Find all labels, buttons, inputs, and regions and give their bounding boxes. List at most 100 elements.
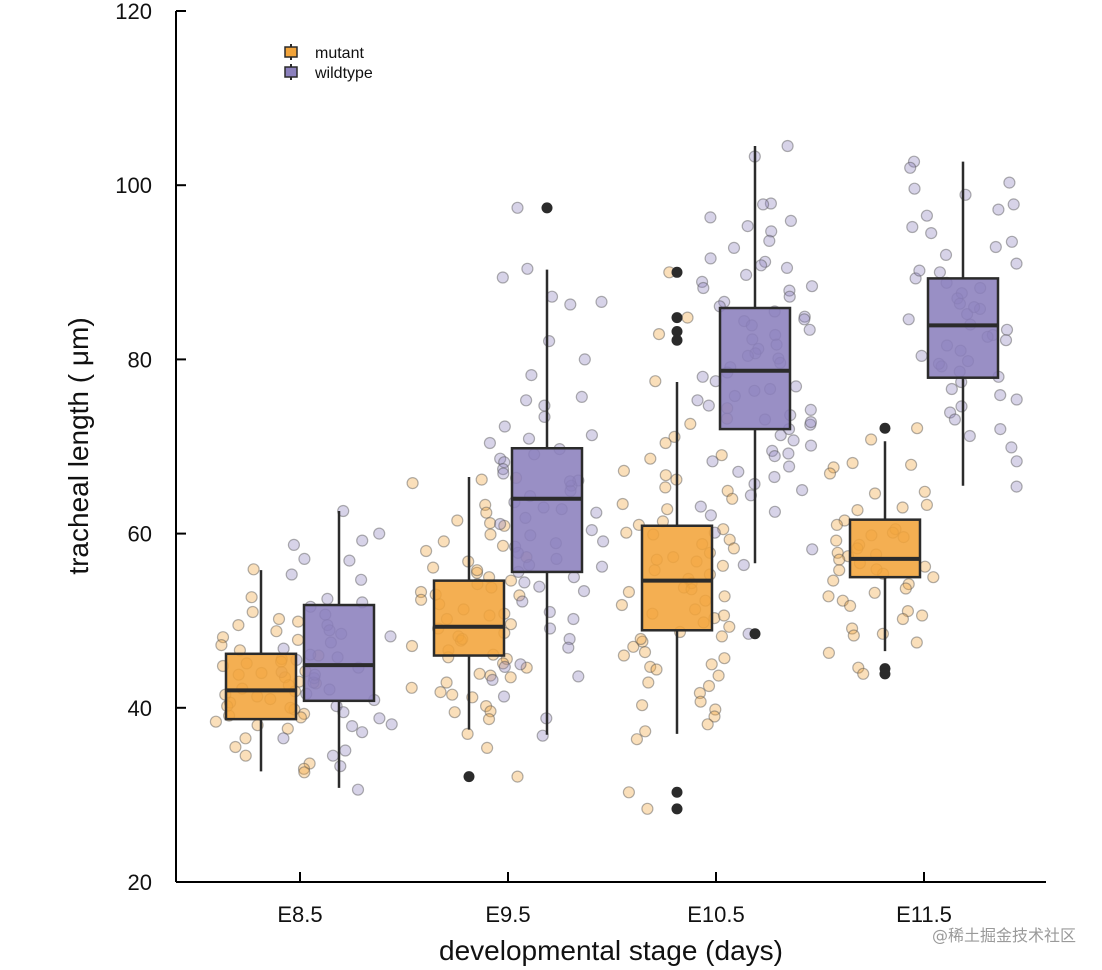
- jitter-point-wildtype-e9-5: [598, 536, 609, 547]
- jitter-point-mutant-e10-5: [645, 453, 656, 464]
- jitter-point-wildtype-e8-5: [386, 719, 397, 730]
- box-wildtype-e8-5: [304, 605, 374, 701]
- jitter-point-wildtype-e10-5: [804, 324, 815, 335]
- jitter-point-wildtype-e11-5: [960, 189, 971, 200]
- outlier-mutant-e10-5: [672, 787, 683, 798]
- jitter-point-wildtype-e9-5: [487, 674, 498, 685]
- jitter-point-mutant-e10-5: [623, 787, 634, 798]
- jitter-point-mutant-e9-5: [438, 536, 449, 547]
- jitter-point-wildtype-e9-5: [499, 691, 510, 702]
- jitter-point-wildtype-e10-5: [791, 381, 802, 392]
- jitter-point-wildtype-e10-5: [797, 485, 808, 496]
- jitter-point-mutant-e10-5: [651, 664, 662, 675]
- jitter-point-wildtype-e10-5: [769, 472, 780, 483]
- jitter-point-wildtype-e11-5: [990, 242, 1001, 253]
- jitter-point-mutant-e8-5: [233, 620, 244, 631]
- outlier-mutant-e9-5: [464, 771, 475, 782]
- jitter-point-mutant-e10-5: [640, 647, 651, 658]
- jitter-point-mutant-e9-5: [449, 707, 460, 718]
- outlier-wildtype-e10-5: [750, 628, 761, 639]
- jitter-point-wildtype-e11-5: [1004, 177, 1015, 188]
- jitter-point-wildtype-e10-5: [807, 544, 818, 555]
- jitter-point-wildtype-e8-5: [357, 727, 368, 738]
- legend-label-mutant: mutant: [315, 45, 364, 62]
- y-tick-label-80: 80: [128, 347, 152, 372]
- jitter-point-mutant-e10-5: [631, 734, 642, 745]
- jitter-point-wildtype-e9-5: [499, 661, 510, 672]
- jitter-point-mutant-e10-5: [618, 650, 629, 661]
- jitter-point-wildtype-e10-5: [805, 404, 816, 415]
- box-mutant-e10-5: [642, 526, 712, 631]
- jitter-point-wildtype-e10-5: [707, 456, 718, 467]
- outlier-mutant-e10-5: [672, 267, 683, 278]
- jitter-point-wildtype-e10-5: [692, 395, 703, 406]
- jitter-point-mutant-e8-5: [240, 733, 251, 744]
- jitter-point-wildtype-e10-5: [782, 262, 793, 273]
- jitter-point-mutant-e10-5: [654, 329, 665, 340]
- jitter-point-mutant-e9-5: [474, 668, 485, 679]
- jitter-point-mutant-e10-5: [660, 482, 671, 493]
- jitter-point-wildtype-e9-5: [521, 395, 532, 406]
- jitter-point-mutant-e9-5: [484, 714, 495, 725]
- jitter-point-wildtype-e9-5: [579, 354, 590, 365]
- jitter-point-mutant-e8-5: [274, 614, 285, 625]
- jitter-point-mutant-e9-5: [505, 672, 516, 683]
- jitter-point-mutant-e9-5: [428, 562, 439, 573]
- jitter-point-mutant-e9-5: [498, 540, 509, 551]
- jitter-point-mutant-e9-5: [421, 546, 432, 557]
- jitter-point-mutant-e11-5: [870, 488, 881, 499]
- jitter-point-wildtype-e10-5: [785, 215, 796, 226]
- jitter-point-wildtype-e9-5: [534, 581, 545, 592]
- jitter-point-mutant-e10-5: [713, 670, 724, 681]
- jitter-point-mutant-e9-5: [407, 478, 418, 489]
- box-wildtype-e9-5: [512, 448, 582, 572]
- jitter-point-wildtype-e9-5: [597, 561, 608, 572]
- jitter-point-wildtype-e10-5: [705, 253, 716, 264]
- jitter-point-wildtype-e10-5: [695, 501, 706, 512]
- jitter-point-wildtype-e9-5: [568, 572, 579, 583]
- jitter-points-layer: [210, 141, 1022, 815]
- jitter-point-wildtype-e8-5: [344, 555, 355, 566]
- jitter-point-wildtype-e10-5: [775, 430, 786, 441]
- jitter-point-mutant-e10-5: [660, 470, 671, 481]
- jitter-point-wildtype-e11-5: [941, 249, 952, 260]
- jitter-point-mutant-e11-5: [906, 459, 917, 470]
- legend-item-mutant: mutant: [285, 44, 364, 62]
- x-axis-title: developmental stage (days): [439, 935, 783, 966]
- jitter-point-mutant-e10-5: [635, 634, 646, 645]
- x-tick-label-e8-5: E8.5: [277, 902, 322, 927]
- jitter-point-wildtype-e11-5: [905, 162, 916, 173]
- jitter-point-wildtype-e8-5: [286, 569, 297, 580]
- jitter-point-wildtype-e11-5: [903, 314, 914, 325]
- jitter-point-wildtype-e11-5: [921, 210, 932, 221]
- jitter-point-wildtype-e9-5: [519, 577, 530, 588]
- jitter-point-wildtype-e10-5: [782, 141, 793, 152]
- x-tick-label-e10-5: E10.5: [687, 902, 745, 927]
- jitter-point-mutant-e11-5: [834, 554, 845, 565]
- watermark-text: @稀土掘金技术社区: [932, 926, 1076, 945]
- jitter-point-wildtype-e8-5: [299, 553, 310, 564]
- jitter-point-mutant-e8-5: [293, 634, 304, 645]
- jitter-point-mutant-e11-5: [877, 628, 888, 639]
- jitter-point-mutant-e11-5: [858, 668, 869, 679]
- jitter-point-wildtype-e10-5: [805, 417, 816, 428]
- jitter-point-wildtype-e10-5: [806, 440, 817, 451]
- jitter-point-mutant-e8-5: [246, 592, 257, 603]
- jitter-point-wildtype-e11-5: [1011, 258, 1022, 269]
- jitter-point-wildtype-e9-5: [522, 263, 533, 274]
- jitter-point-mutant-e10-5: [685, 418, 696, 429]
- jitter-point-wildtype-e9-5: [591, 507, 602, 518]
- jitter-point-mutant-e9-5: [476, 474, 487, 485]
- jitter-point-wildtype-e9-5: [526, 370, 537, 381]
- jitter-point-wildtype-e8-5: [340, 745, 351, 756]
- jitter-point-wildtype-e10-5: [769, 506, 780, 517]
- jitter-point-mutant-e10-5: [617, 499, 628, 510]
- jitter-point-mutant-e9-5: [485, 518, 496, 529]
- jitter-point-wildtype-e9-5: [524, 433, 535, 444]
- jitter-point-wildtype-e9-5: [484, 438, 495, 449]
- jitter-point-wildtype-e11-5: [1008, 199, 1019, 210]
- jitter-point-mutant-e11-5: [825, 468, 836, 479]
- jitter-point-mutant-e11-5: [866, 434, 877, 445]
- jitter-point-wildtype-e9-5: [539, 411, 550, 422]
- jitter-point-mutant-e10-5: [717, 560, 728, 571]
